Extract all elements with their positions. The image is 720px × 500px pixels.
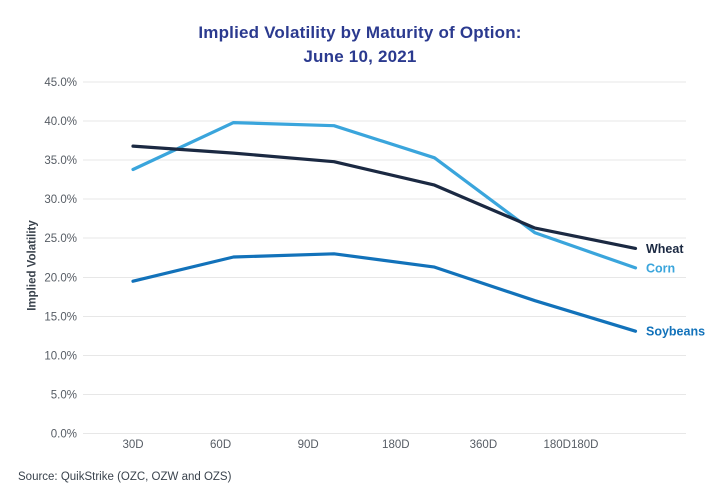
- y-tick-label: 20.0%: [44, 272, 77, 284]
- chart-title-line1: Implied Volatility by Maturity of Option…: [198, 23, 522, 42]
- source-attribution: Source: QuikStrike (OZC, OZW and OZS): [18, 471, 232, 483]
- series-label-corn: Corn: [646, 261, 675, 275]
- series-label-wheat: Wheat: [646, 242, 684, 256]
- y-tick-label: 30.0%: [44, 194, 77, 206]
- chart-title: Implied Volatility by Maturity of Option…: [0, 21, 720, 69]
- x-tick-label: 30D: [122, 439, 143, 451]
- y-tick-label: 0.0%: [51, 429, 77, 441]
- x-tick-label: 90D: [298, 439, 319, 451]
- y-tick-label: 45.0%: [44, 77, 77, 89]
- x-tick-label: 360D: [470, 439, 498, 451]
- wheat-line: [131, 144, 638, 250]
- soybeans-line: [131, 252, 638, 333]
- y-tick-label: 10.0%: [44, 350, 77, 362]
- y-tick-label: 5.0%: [51, 389, 77, 401]
- x-tick-label: 60D: [210, 439, 231, 451]
- y-tick-label: 15.0%: [44, 311, 77, 323]
- chart-title-line2: June 10, 2021: [303, 47, 417, 66]
- y-tick-label: 35.0%: [44, 155, 77, 167]
- x-tick-label: 180D: [382, 439, 410, 451]
- y-tick-label: 40.0%: [44, 116, 77, 128]
- corn-line: [131, 120, 638, 270]
- y-tick-label: 25.0%: [44, 233, 77, 245]
- x-tick-label: 180D180D: [544, 439, 599, 451]
- series-label-soybeans: Soybeans: [646, 325, 705, 339]
